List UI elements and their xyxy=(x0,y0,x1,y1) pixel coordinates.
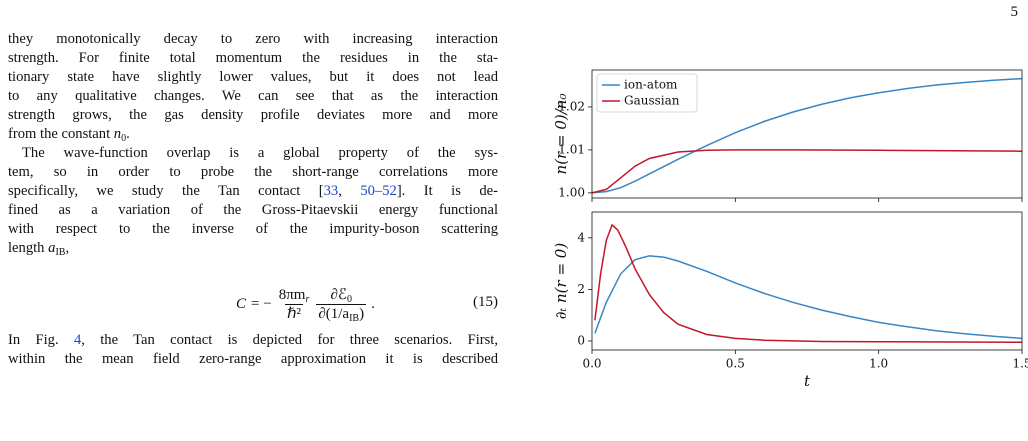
numerator: 8πmr xyxy=(277,286,312,305)
eq-sign: = − xyxy=(251,295,272,312)
text-run: with respect to the inverse of the impur… xyxy=(8,221,498,237)
legend-label: ion-atom xyxy=(624,78,678,92)
text-line: tem, so in order to probe the short-rang… xyxy=(8,163,498,182)
axes-frame xyxy=(591,69,1023,199)
eq-text: ) xyxy=(359,305,365,322)
text-run: a xyxy=(48,240,56,256)
text-run: IB xyxy=(55,247,66,258)
text-run: . xyxy=(126,126,130,142)
text-run: to any qualitative changes. We can see t… xyxy=(8,88,498,104)
y-axis-label: n(r = 0)/n₀ xyxy=(552,94,570,175)
x-axis-label: t xyxy=(804,372,811,390)
text-line: from the constant n0. xyxy=(8,125,498,144)
x-tick-label: 1.0 xyxy=(869,357,888,371)
y-tick-label: 1.00 xyxy=(558,185,585,199)
equation: C = − 8πmr ℏ² ∂ℰ0 ∂(1/aIB) . (15) xyxy=(8,284,498,324)
text-run: length xyxy=(8,240,49,256)
eq-text: ∂(1/a xyxy=(318,305,350,322)
text-run: specifically, we study the Tan contact [ xyxy=(8,183,324,199)
text-run: from the constant xyxy=(8,126,114,142)
equation-body: C = − 8πmr ℏ² ∂ℰ0 ∂(1/aIB) . xyxy=(236,284,375,324)
citation-link[interactable]: 33 xyxy=(323,183,339,199)
citation-link[interactable]: 4 xyxy=(73,332,82,348)
text-line: fined as a variation of the Gross-Pitaev… xyxy=(8,201,498,220)
y-tick-label: 1.01 xyxy=(558,142,585,156)
text-line: The wave-function overlap is a global pr… xyxy=(8,144,498,163)
text-run: tem, so in order to probe the short-rang… xyxy=(8,164,498,180)
denominator: ∂(1/aIB) xyxy=(316,303,367,324)
text-run: they monotonically decay to zero with in… xyxy=(8,31,498,47)
series-line xyxy=(594,223,1023,344)
text-line: In Fig. 4, the Tan contact is depicted f… xyxy=(8,331,498,350)
text-line: with respect to the inverse of the impur… xyxy=(8,220,498,239)
eq-text: ∂ℰ xyxy=(330,286,347,303)
denominator: ℏ² xyxy=(285,303,304,322)
page-number: 5 xyxy=(1010,4,1019,20)
text-run: tionary state have slightly lower values… xyxy=(8,69,498,85)
y-tick-label: 0 xyxy=(577,333,585,347)
text-run: fined as a variation of the Gross-Pitaev… xyxy=(8,202,498,218)
text-run: The wave-function overlap is a global pr… xyxy=(22,145,498,161)
axes-frame xyxy=(591,211,1023,351)
text-line: to any qualitative changes. We can see t… xyxy=(8,87,498,106)
text-run: , the Tan contact is depicted for three … xyxy=(81,332,498,348)
legend-label: Gaussian xyxy=(624,94,680,108)
eq-text: 8πm xyxy=(278,286,306,303)
fraction: ∂ℰ0 ∂(1/aIB) xyxy=(316,286,367,324)
eq-sub: IB xyxy=(349,312,360,324)
text-line: strength. For finite total momentum the … xyxy=(8,49,498,68)
eq-lhs: C xyxy=(236,295,247,312)
eq-sub: r xyxy=(305,293,310,305)
x-tick-label: 1.5 xyxy=(1012,357,1028,371)
text-line: length aIB, xyxy=(8,239,498,258)
text-run: ]. It is de- xyxy=(396,183,498,199)
text-column: In Fig. 4, the Tan contact is depicted f… xyxy=(8,331,498,369)
x-tick-label: 0.5 xyxy=(726,357,745,371)
fraction: 8πmr ℏ² xyxy=(277,286,312,323)
x-tick-label: 0.0 xyxy=(582,357,601,371)
text-column: they monotonically decay to zero with in… xyxy=(8,30,498,258)
text-run: strength. For finite total momentum the … xyxy=(8,50,498,66)
text-line: strength grows, the gas density profile … xyxy=(8,106,498,125)
series-line xyxy=(591,149,1023,194)
text-run: 0 xyxy=(121,133,127,144)
equation-number: (15) xyxy=(473,294,498,310)
text-line: specifically, we study the Tan contact [… xyxy=(8,182,498,201)
citation-link[interactable]: 50–52 xyxy=(360,183,397,199)
y-tick-label: 1.02 xyxy=(558,99,585,113)
y-tick-label: 4 xyxy=(577,230,585,244)
text-run: In Fig. xyxy=(8,332,74,348)
eq-sub: 0 xyxy=(346,293,352,305)
series-line xyxy=(591,77,1023,194)
y-tick-label: 2 xyxy=(577,282,585,296)
y-axis-label: ∂ₜ n(r = 0) xyxy=(552,243,570,320)
text-line: within the mean field zero-range approxi… xyxy=(8,350,498,369)
text-run: , xyxy=(65,240,70,256)
text-run: n xyxy=(113,126,122,142)
text-run: strength grows, the gas density profile … xyxy=(8,107,498,123)
text-run: within the mean field zero-range approxi… xyxy=(8,351,498,367)
legend-box xyxy=(596,73,698,113)
text-line: tionary state have slightly lower values… xyxy=(8,68,498,87)
text-run: , xyxy=(338,183,361,199)
numerator: ∂ℰ0 xyxy=(328,286,354,305)
eq-end: . xyxy=(371,295,375,312)
text-line: they monotonically decay to zero with in… xyxy=(8,30,498,49)
series-line xyxy=(594,255,1023,340)
